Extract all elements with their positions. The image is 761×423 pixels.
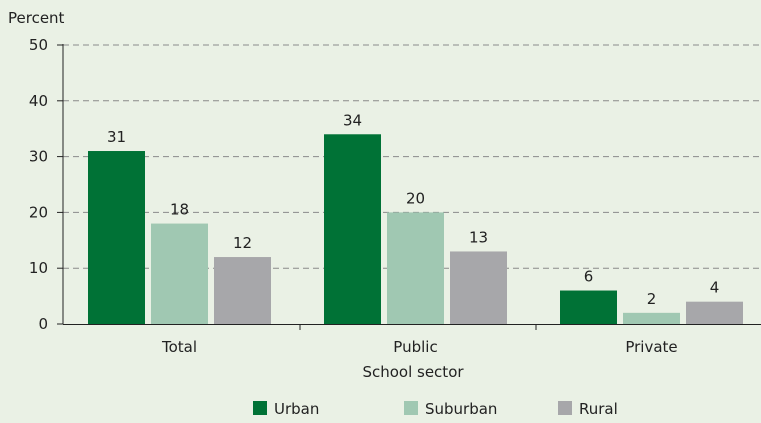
y-tick-label: 50 <box>29 36 48 54</box>
legend-label: Rural <box>579 400 618 418</box>
y-tick-label: 0 <box>38 315 48 333</box>
bar-rural-public <box>450 251 507 324</box>
data-label: 13 <box>469 228 488 246</box>
y-tick-label: 30 <box>29 148 48 166</box>
bar-suburban-public <box>387 212 444 324</box>
data-label: 34 <box>343 111 362 129</box>
legend-label: Suburban <box>425 400 497 418</box>
gridlines <box>63 44 761 269</box>
legend-item-rural: Rural <box>558 400 618 418</box>
x-tick-labels: Total Public Private <box>161 338 678 356</box>
bar-urban-public <box>324 134 381 324</box>
x-tick-label: Public <box>393 338 437 356</box>
legend-swatch <box>558 401 572 415</box>
legend-swatch <box>404 401 418 415</box>
data-label: 12 <box>233 234 252 252</box>
data-label: 20 <box>406 189 425 207</box>
data-label: 18 <box>170 201 189 219</box>
legend: Urban Suburban Rural <box>253 400 618 418</box>
data-label: 4 <box>710 279 720 297</box>
bar-rural-private <box>686 301 743 324</box>
x-tick-label: Total <box>161 338 197 356</box>
legend-item-suburban: Suburban <box>404 400 497 418</box>
bar-suburban-total <box>151 223 208 324</box>
legend-swatch <box>253 401 267 415</box>
legend-label: Urban <box>274 400 319 418</box>
data-label: 6 <box>584 268 594 286</box>
y-axis-label: Percent <box>8 9 65 27</box>
bar-urban-total <box>88 151 145 324</box>
legend-item-urban: Urban <box>253 400 319 418</box>
y-tick-labels: 0 10 20 30 40 50 <box>29 36 48 333</box>
data-label: 2 <box>647 290 657 308</box>
x-axis-label: School sector <box>362 363 464 381</box>
x-tick-label: Private <box>625 338 677 356</box>
y-tick-label: 10 <box>29 259 48 277</box>
bars <box>88 134 743 324</box>
bar-suburban-private <box>623 312 680 324</box>
y-tick-label: 20 <box>29 203 48 221</box>
bar-rural-total <box>214 257 271 324</box>
axes <box>57 44 761 330</box>
data-label: 31 <box>107 128 126 146</box>
y-tick-label: 40 <box>29 92 48 110</box>
bar-urban-private <box>560 290 617 324</box>
data-labels: 31 18 12 34 20 13 6 2 4 <box>107 111 719 308</box>
